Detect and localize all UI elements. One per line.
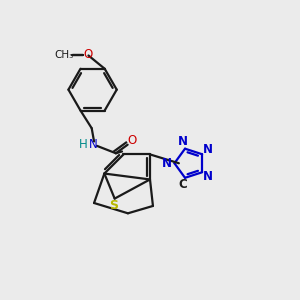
Text: S: S: [110, 199, 118, 212]
Text: H: H: [80, 138, 88, 151]
Text: O: O: [83, 48, 92, 61]
Text: N: N: [203, 170, 213, 183]
Text: CH₃: CH₃: [55, 50, 74, 60]
Text: C: C: [178, 178, 187, 191]
Text: O: O: [127, 134, 136, 147]
Text: N: N: [89, 138, 98, 151]
Text: N: N: [162, 157, 172, 170]
Text: N: N: [203, 143, 213, 156]
Text: N: N: [178, 135, 188, 148]
